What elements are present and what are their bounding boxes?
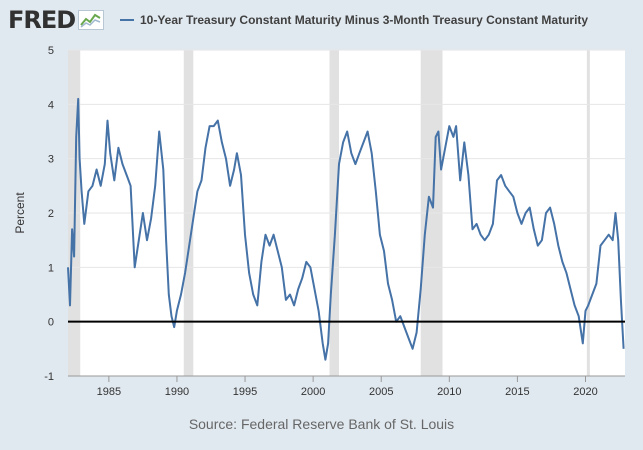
- x-tick-label: 1995: [233, 386, 257, 398]
- fred-logo[interactable]: FRED: [8, 5, 105, 35]
- y-axis-ticks: -1 0 1 2 3 4 5: [44, 45, 54, 383]
- line-chart-icon: [78, 10, 105, 30]
- y-tick-label: 2: [48, 208, 54, 220]
- x-tick-label: 2010: [437, 386, 461, 398]
- chart-legend: 10-Year Treasury Constant Maturity Minus…: [120, 10, 588, 30]
- y-tick-label: 1: [48, 262, 54, 274]
- legend-label: 10-Year Treasury Constant Maturity Minus…: [140, 13, 589, 27]
- x-tick-label: 2015: [505, 386, 529, 398]
- y-tick-label: 3: [48, 154, 54, 166]
- y-tick-label: 5: [48, 45, 54, 57]
- x-axis-ticks: 1985 1990 1995 2000 2005 2010 2015 2020: [68, 375, 625, 398]
- x-tick-label: 2000: [301, 386, 325, 398]
- y-tick-label: 0: [48, 317, 54, 329]
- line-chart: -1 0 1 2 3 4 5 1985 1990 1995 2000 2005 2010 2015 202…: [13, 45, 625, 398]
- chart-header: FRED 10-Year Treasury Constant Maturity …: [0, 0, 643, 40]
- x-tick-label: 2020: [573, 386, 597, 398]
- y-tick-label: 4: [48, 99, 54, 111]
- y-tick-label: -1: [44, 371, 54, 383]
- series-layer: [67, 97, 625, 361]
- series-line-t10y3m: [67, 97, 625, 361]
- x-tick-label: 1985: [97, 386, 121, 398]
- fred-logo-text: FRED: [8, 6, 76, 34]
- y-axis-title: Percent: [13, 192, 27, 234]
- source-note: Source: Federal Reserve Bank of St. Loui…: [188, 416, 455, 432]
- x-tick-label: 1990: [165, 386, 189, 398]
- legend-swatch: [120, 19, 134, 21]
- x-tick-label: 2005: [369, 386, 393, 398]
